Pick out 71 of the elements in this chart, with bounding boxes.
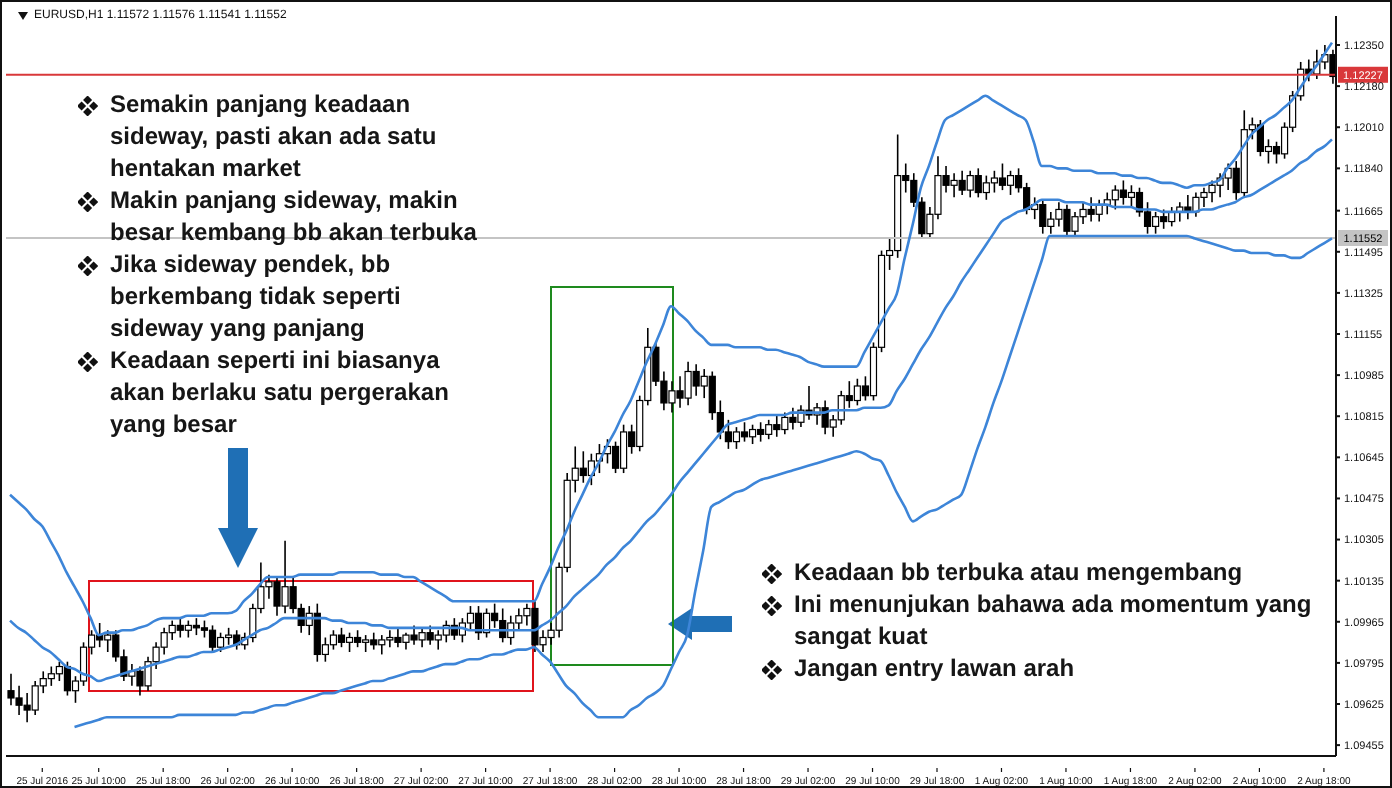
candlestick bbox=[23, 692, 31, 723]
candlestick bbox=[853, 377, 861, 407]
annotation: Jangan entry lawan arah bbox=[794, 654, 1075, 682]
candlestick bbox=[345, 631, 354, 653]
candlestick bbox=[313, 602, 321, 663]
candlestick bbox=[1119, 179, 1127, 206]
candlestick bbox=[620, 423, 628, 474]
candlestick bbox=[466, 605, 475, 632]
candlestick bbox=[950, 172, 958, 199]
candlestick bbox=[579, 450, 587, 484]
candlestick bbox=[1006, 169, 1015, 196]
annotation: Semakin panjang keadaan sideway, pasti akan ada satu hentakan market bbox=[110, 90, 437, 182]
candlestick bbox=[1055, 201, 1063, 228]
candlestick bbox=[79, 641, 88, 687]
candlestick bbox=[740, 421, 749, 443]
candlestick bbox=[982, 174, 990, 201]
candlestick bbox=[47, 665, 55, 687]
candlestick bbox=[434, 629, 442, 651]
candlestick bbox=[789, 406, 797, 431]
candlestick bbox=[168, 619, 176, 641]
annotation: Makin panjang sideway, makin besar kembang bb akan terbuka bbox=[110, 186, 477, 246]
candlestick bbox=[329, 629, 338, 651]
candlestick bbox=[837, 390, 845, 426]
candlestick bbox=[1127, 184, 1136, 208]
candlestick bbox=[160, 627, 168, 656]
candlestick bbox=[1160, 208, 1168, 230]
candlestick bbox=[281, 539, 289, 615]
candlestick bbox=[337, 627, 346, 648]
candlestick bbox=[410, 624, 418, 646]
candlestick bbox=[1208, 179, 1216, 204]
candlestick bbox=[1063, 203, 1071, 240]
candlestick bbox=[1039, 198, 1047, 235]
candlestick bbox=[1047, 211, 1055, 235]
candlestick bbox=[990, 169, 998, 194]
candlestick bbox=[732, 426, 741, 450]
candlestick bbox=[394, 627, 402, 648]
candlestick bbox=[765, 419, 773, 440]
annotation: Keadaan bb terbuka atau mengembang bbox=[794, 558, 1243, 586]
candlestick bbox=[426, 624, 434, 646]
candlestick bbox=[386, 629, 394, 648]
candlestick bbox=[966, 169, 974, 199]
candlestick bbox=[208, 624, 217, 653]
candlestick bbox=[378, 634, 386, 656]
candlestick bbox=[104, 629, 112, 653]
candlestick bbox=[418, 627, 426, 648]
candlestick bbox=[781, 411, 789, 436]
candlestick bbox=[1192, 191, 1200, 218]
candlestick bbox=[684, 361, 692, 407]
candlestick bbox=[1111, 184, 1119, 211]
candlestick bbox=[1071, 211, 1079, 240]
candlestick bbox=[998, 162, 1007, 191]
candlestick bbox=[692, 363, 700, 397]
candlestick bbox=[724, 419, 732, 450]
candlestick bbox=[668, 380, 676, 414]
candlestick bbox=[531, 600, 539, 653]
candlestick bbox=[821, 399, 829, 436]
candlestick bbox=[974, 167, 982, 199]
annotation: Keadaan seperti ini biasanya akan berlaku satu pergerakan yang besar bbox=[110, 346, 449, 438]
candlestick bbox=[757, 421, 765, 443]
candlestick bbox=[773, 414, 781, 438]
candlestick bbox=[176, 617, 184, 639]
candlestick bbox=[1152, 211, 1160, 235]
candlestick bbox=[748, 423, 757, 445]
candlestick bbox=[7, 672, 15, 707]
candlestick bbox=[1087, 196, 1095, 223]
candlestick bbox=[676, 375, 684, 409]
annotation: Ini menunjukan bahawa ada momentum yang sangat kuat bbox=[794, 590, 1312, 650]
candlestick bbox=[136, 665, 144, 697]
candlestick bbox=[958, 169, 966, 196]
candlestick bbox=[216, 631, 225, 653]
annotation: Jika sideway pendek, bb berkembang tidak seperti sideway yang panjang bbox=[110, 250, 401, 342]
